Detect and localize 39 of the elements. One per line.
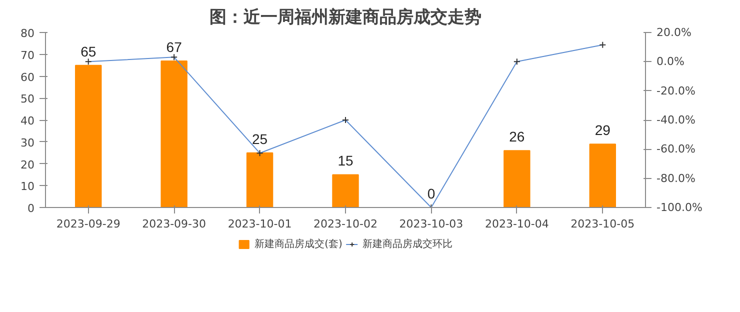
data-label: 26 xyxy=(509,128,525,145)
y2-tick-label: -20.0% xyxy=(656,84,696,98)
y2-tick-label: -80.0% xyxy=(656,172,696,185)
x-tick-label: 2023-10-01 xyxy=(228,218,292,230)
data-label: 0 xyxy=(427,186,436,202)
data-label: 67 xyxy=(166,38,182,55)
bar xyxy=(332,174,359,208)
data-label: 65 xyxy=(80,43,96,60)
data-label: 25 xyxy=(252,130,268,147)
bar xyxy=(246,152,274,208)
chart-title: 图：近一周福州新建商品房成交走势 xyxy=(210,8,482,28)
y-tick-label: 40 xyxy=(20,114,35,128)
y-tick-label: 70 xyxy=(20,48,35,62)
bar xyxy=(589,144,616,208)
x-tick-label: 2023-10-04 xyxy=(484,218,549,230)
x-tick-label: 2023-09-30 xyxy=(142,218,206,230)
x-tick-label: 2023-09-29 xyxy=(56,218,120,230)
y2-tick-label: -40.0% xyxy=(656,114,696,126)
y-tick-label: 60 xyxy=(20,70,35,84)
legend-label: 新建商品房成交环比 xyxy=(362,238,452,251)
data-label: 15 xyxy=(338,152,354,169)
y2-tick-label: 20.0% xyxy=(656,26,692,39)
legend-label: 新建商品房成交(套) xyxy=(254,238,342,251)
y-tick-label: 10 xyxy=(20,180,35,194)
y-tick-label: 50 xyxy=(20,92,35,106)
bar xyxy=(504,150,530,208)
data-label: 29 xyxy=(594,122,611,138)
y-tick-label: 0 xyxy=(28,202,34,215)
x-tick-label: 2023-10-03 xyxy=(399,218,464,230)
bar xyxy=(160,60,188,208)
y2-tick-label: -60.0% xyxy=(656,142,696,156)
x-tick-label: 2023-10-05 xyxy=(570,218,635,230)
y-tick-label: 30 xyxy=(20,136,35,150)
y-tick-label: 20 xyxy=(20,158,35,172)
bar xyxy=(75,64,102,208)
y2-tick-label: -100.0% xyxy=(656,201,702,214)
y-tick-label: 80 xyxy=(20,27,35,40)
x-tick-label: 2023-10-02 xyxy=(314,218,378,230)
y2-tick-label: 0.0% xyxy=(656,55,684,68)
